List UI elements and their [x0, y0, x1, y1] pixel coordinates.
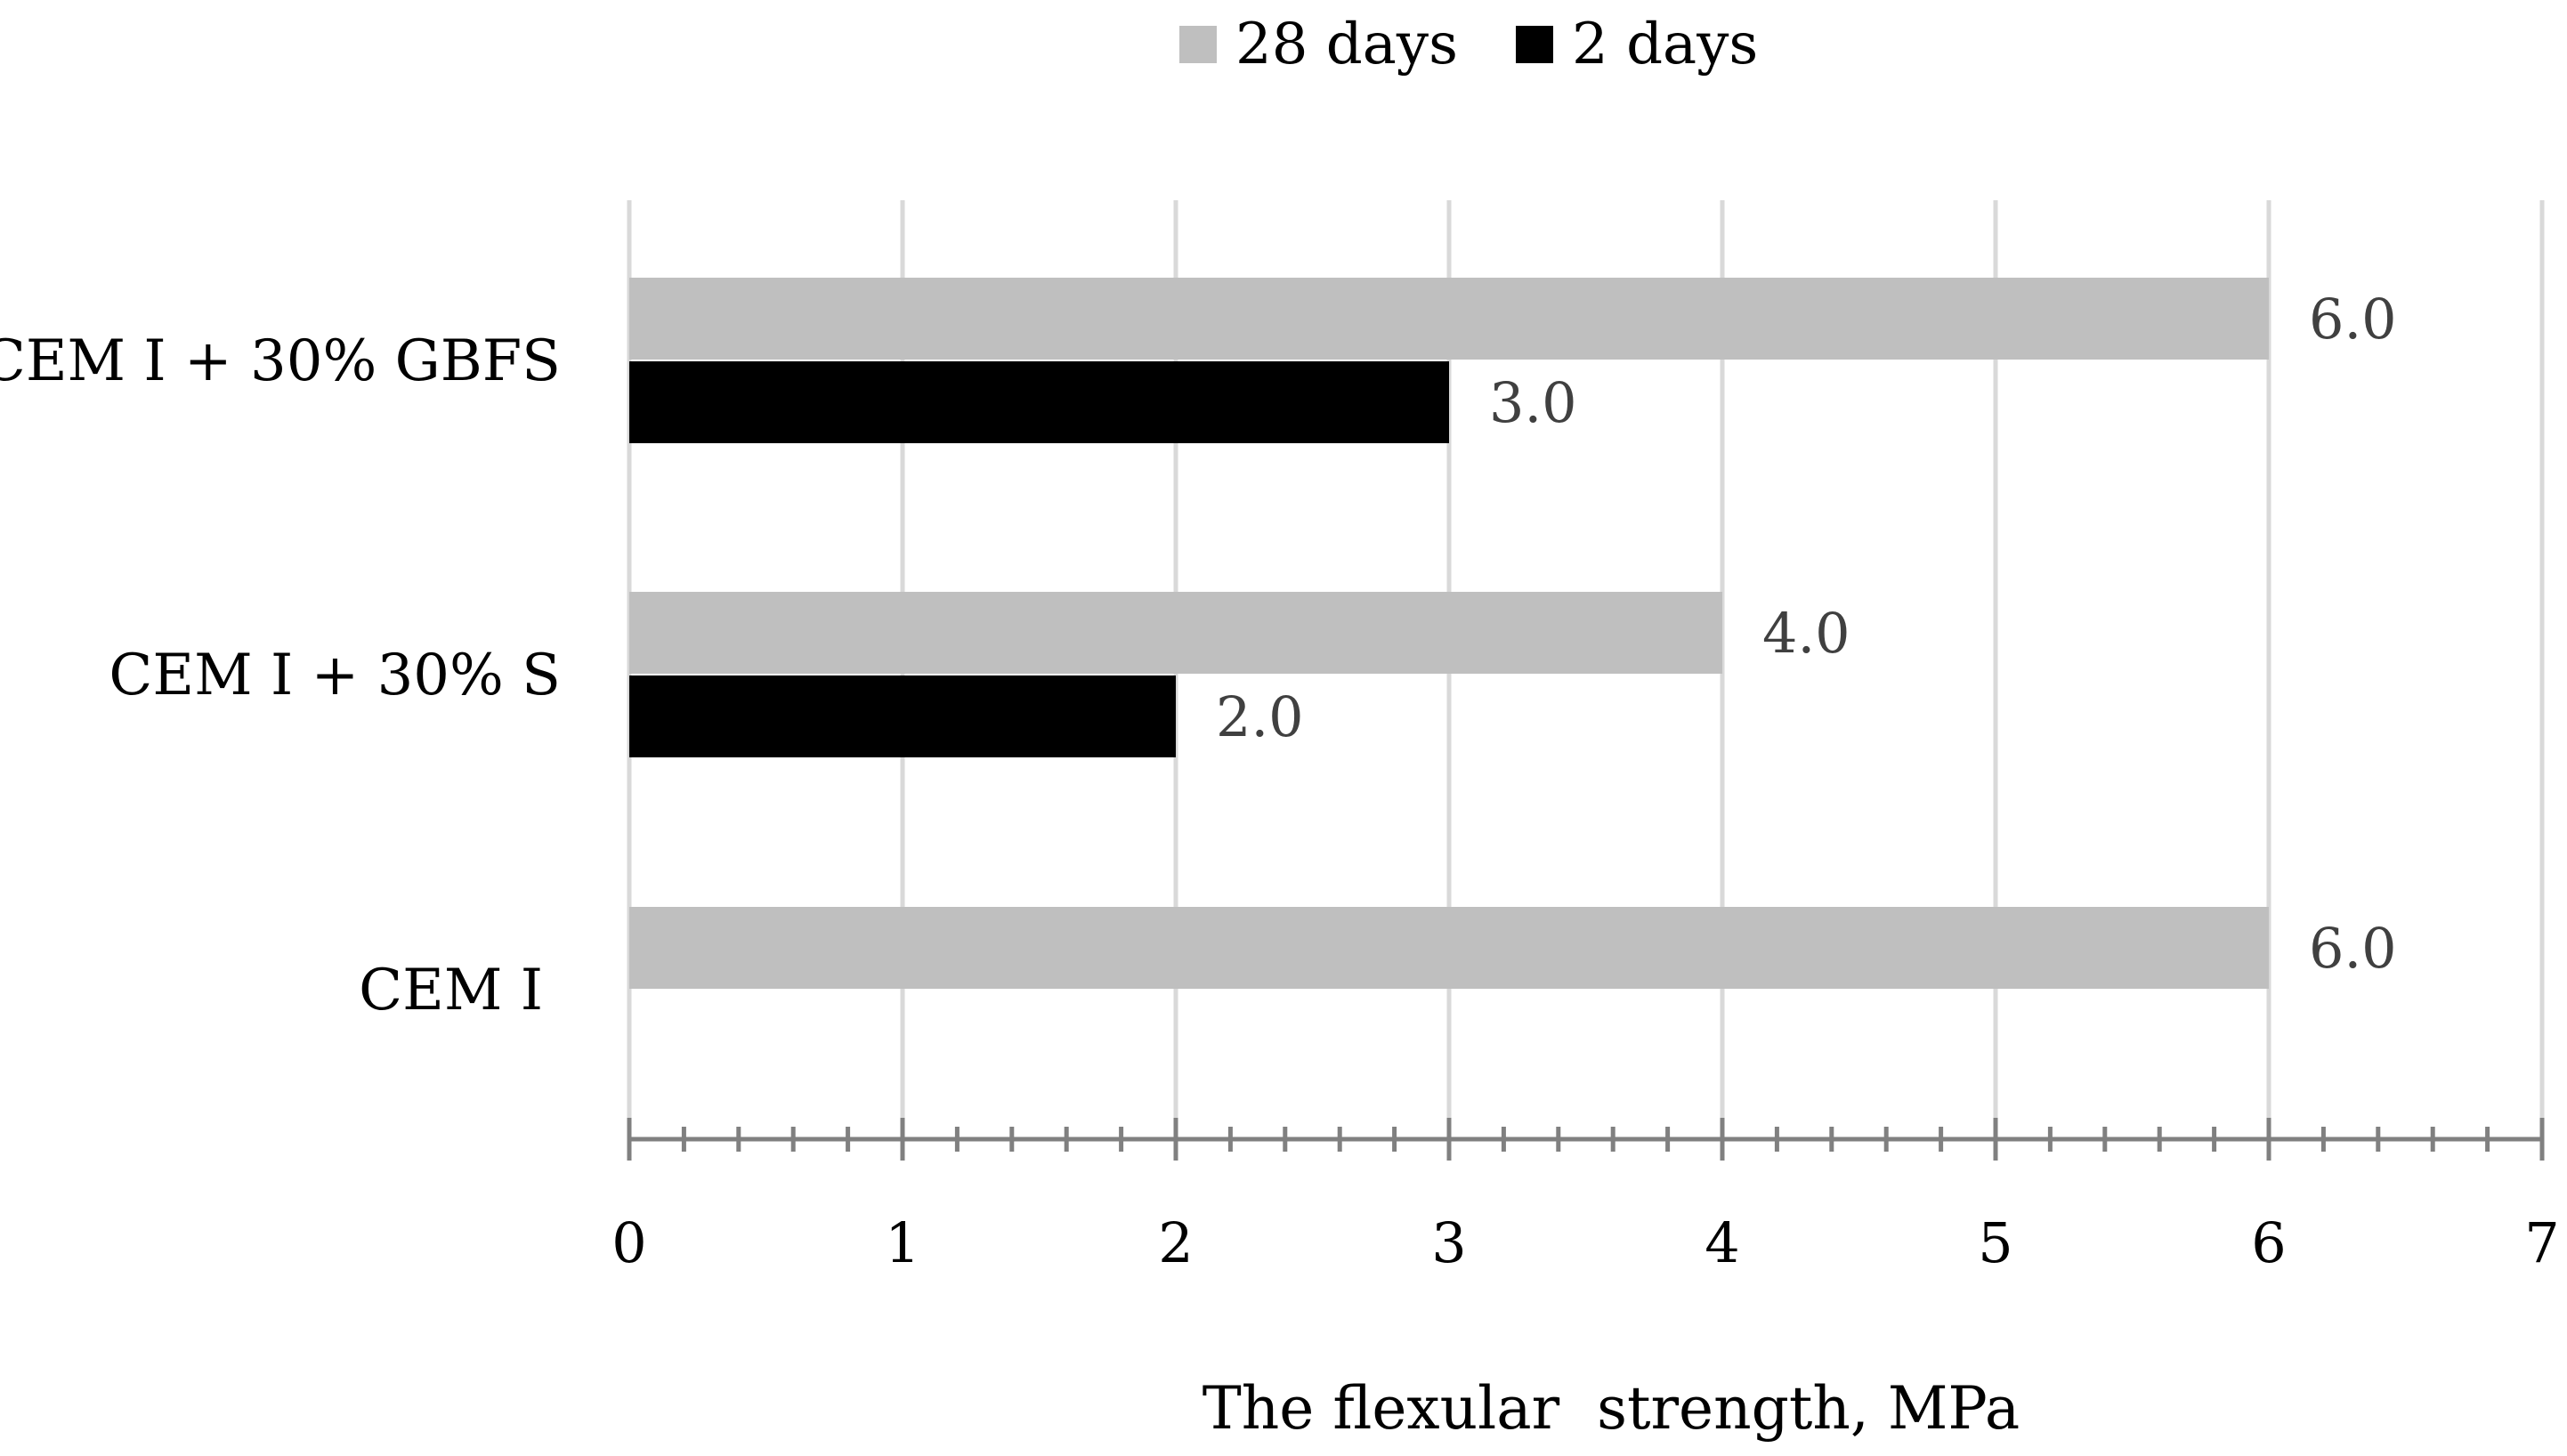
legend-swatch-2-days: [1516, 26, 1553, 63]
legend-label: 2 days: [1572, 12, 1758, 77]
data-label: 6.0: [2309, 916, 2397, 981]
x-tick-label: 4: [1705, 1210, 1739, 1275]
category-label: CEM I: [359, 958, 543, 1023]
data-label: 3.0: [1489, 370, 1577, 435]
legend-label: 28 days: [1235, 12, 1458, 77]
bar-2-days-0: [629, 361, 1449, 443]
category-labels: CEM I + 30% GBFS CEM I + 30% S CEM I: [0, 328, 561, 1023]
bars: 6.0 3.0 4.0 2.0 6.0: [629, 278, 2397, 989]
legend-swatch-28-days: [1179, 26, 1217, 63]
x-tick-label: 1: [885, 1210, 919, 1275]
category-label: CEM I + 30% S: [109, 643, 561, 708]
x-tick-label: 5: [1978, 1210, 2012, 1275]
legend: 28 days 2 days: [1179, 12, 1758, 77]
data-label: 6.0: [2309, 287, 2397, 352]
bar-28-days-2: [629, 907, 2269, 989]
bar-28-days-1: [629, 592, 1722, 674]
data-label: 2.0: [1216, 684, 1304, 749]
x-tick-label: 2: [1158, 1210, 1193, 1275]
x-axis: 0 1 2 3 4 5 6 7: [611, 1118, 2560, 1275]
data-label: 4.0: [1762, 601, 1850, 666]
bar-28-days-0: [629, 278, 2269, 360]
x-axis-title: The flexular strength, MPa: [1203, 1374, 2020, 1443]
x-tick-label: 3: [1431, 1210, 1466, 1275]
bar-2-days-1: [629, 675, 1176, 757]
x-tick-label: 7: [2524, 1210, 2559, 1275]
x-tick-label: 0: [611, 1210, 646, 1275]
category-label: CEM I + 30% GBFS: [0, 328, 561, 394]
x-tick-label: 6: [2251, 1210, 2286, 1275]
